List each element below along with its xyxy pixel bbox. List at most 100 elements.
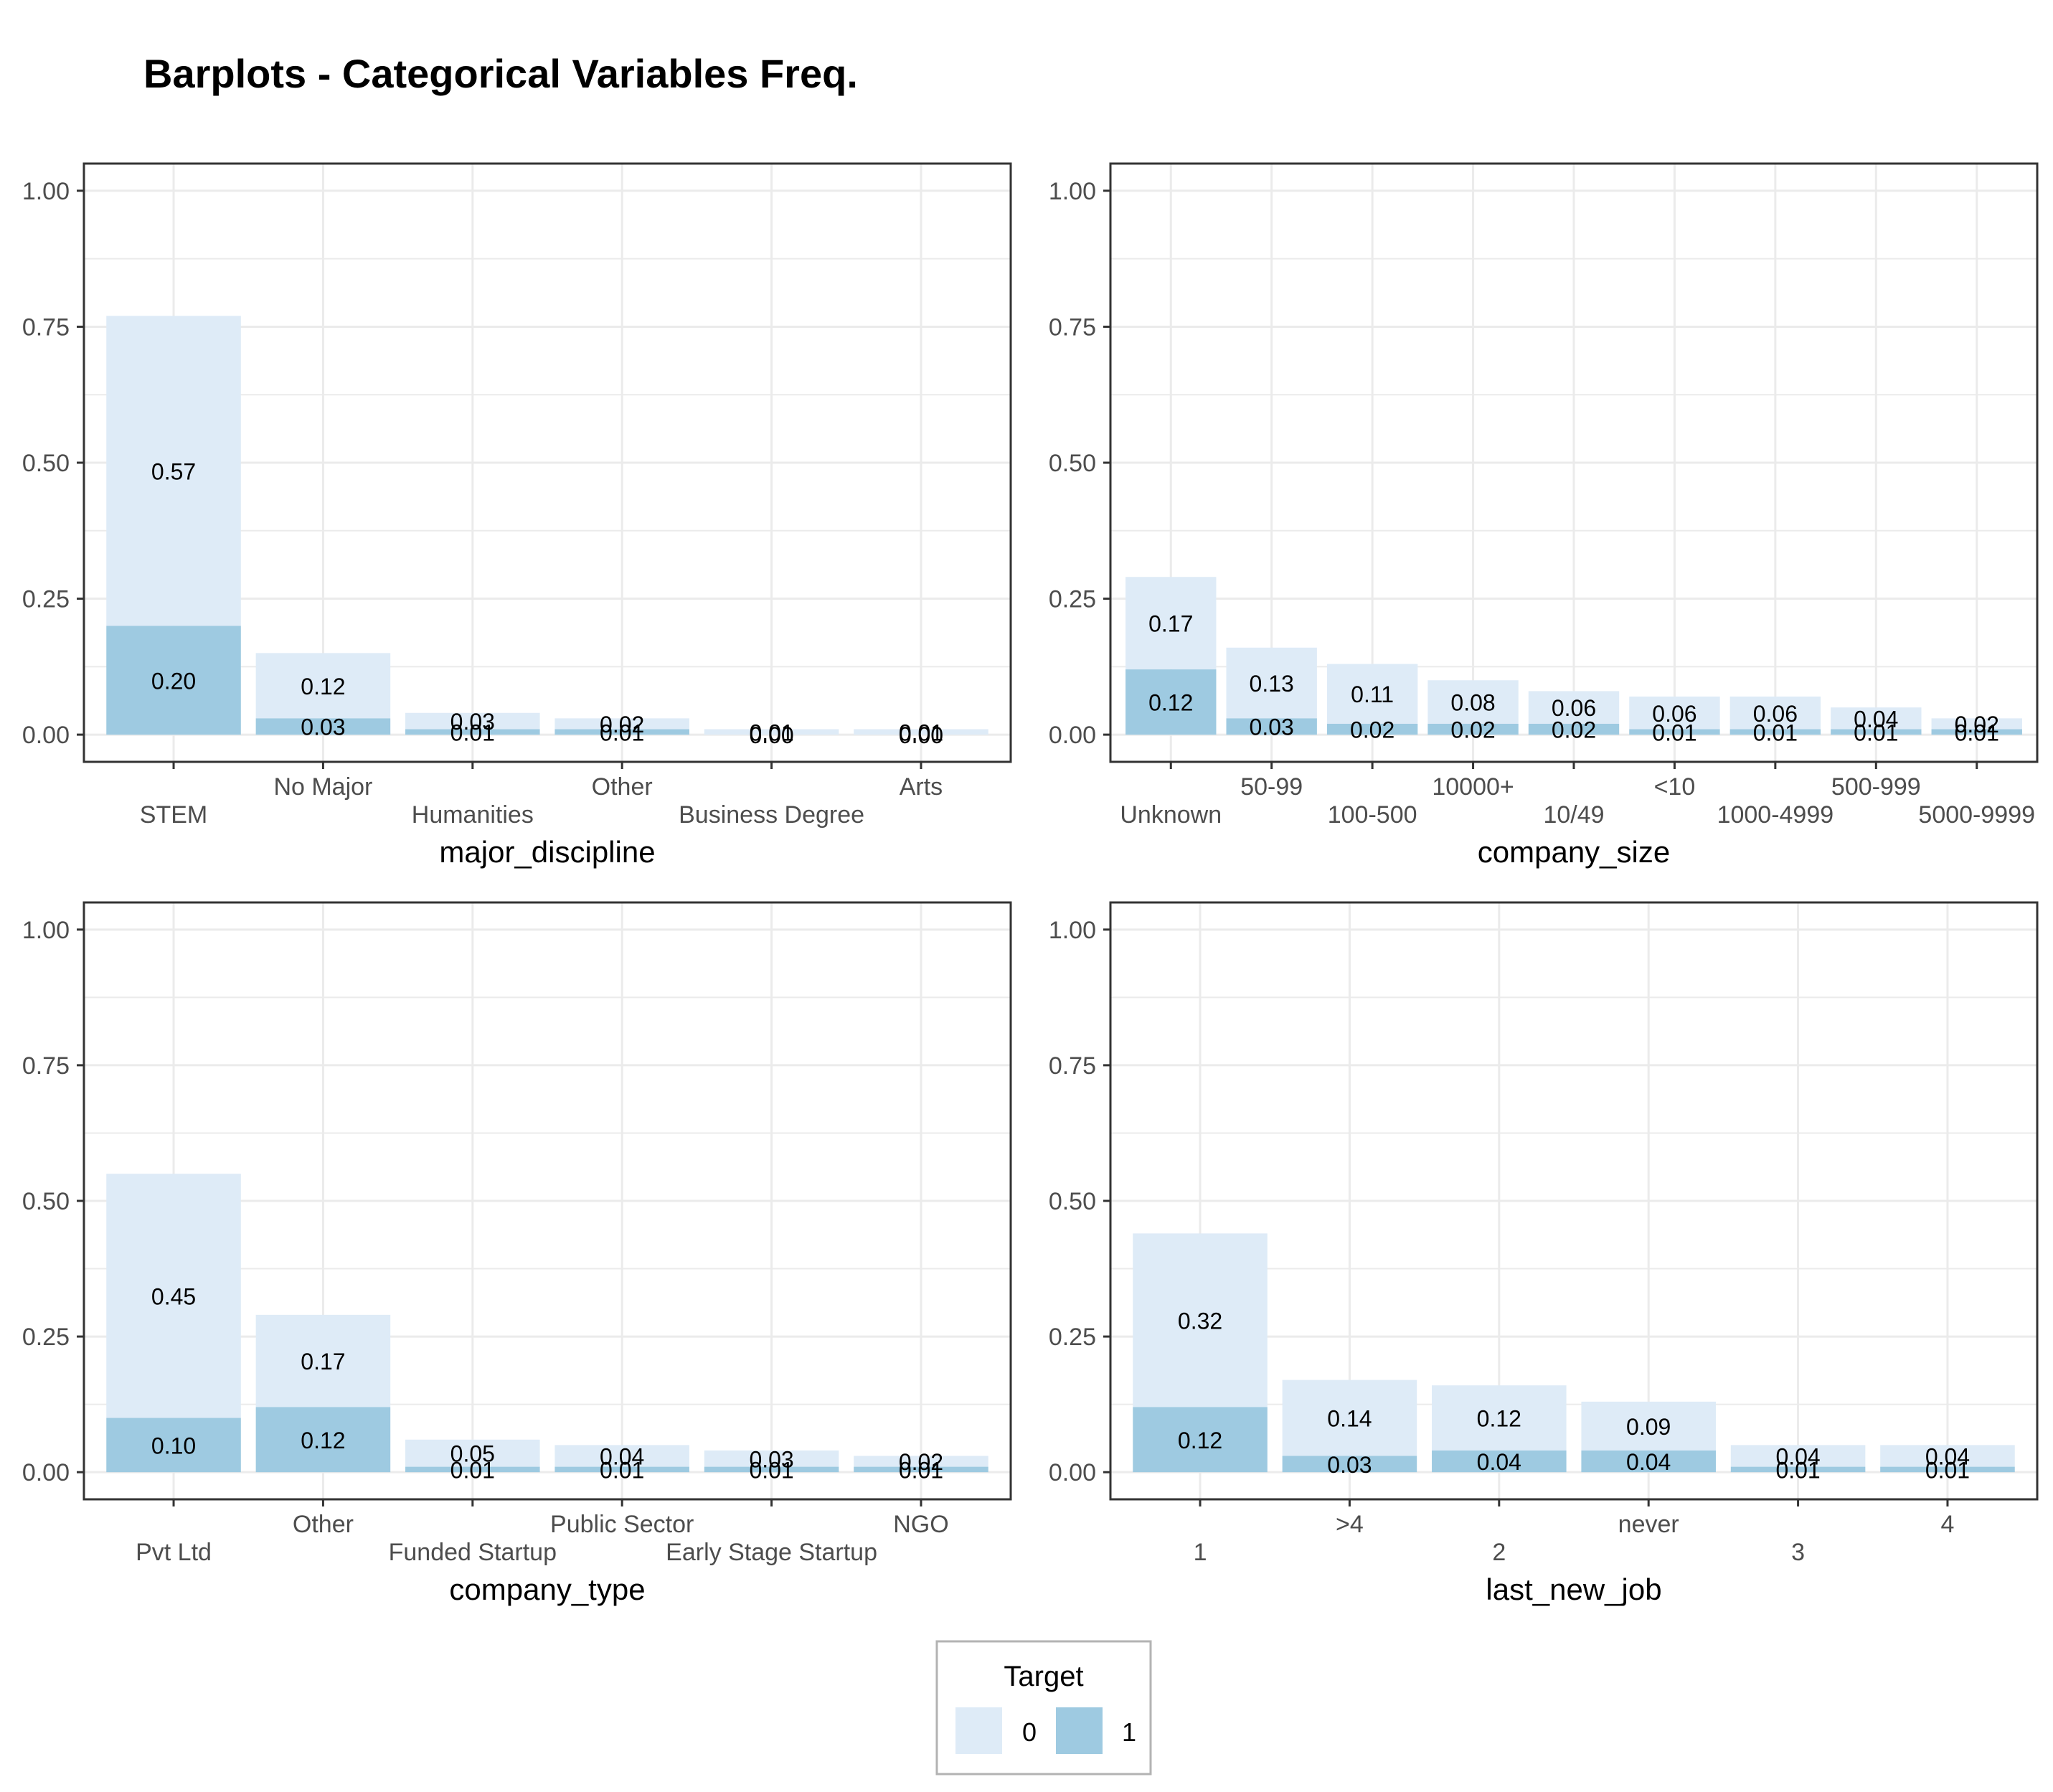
value-label-target0: 0.05 bbox=[450, 1441, 495, 1467]
bar-target0-3 bbox=[1730, 1445, 1866, 1467]
bar-target0-Funded Startup bbox=[405, 1439, 540, 1467]
value-label-target1: 0.01 bbox=[450, 720, 495, 745]
x-tick-label: STEM bbox=[140, 801, 207, 829]
x-tick-label: Humanities bbox=[412, 801, 534, 829]
x-tick-label: No Major bbox=[273, 773, 372, 801]
y-tick-label: 0.50 bbox=[1049, 1188, 1096, 1215]
bar-target0-10/49 bbox=[1528, 691, 1620, 724]
x-tick-label: Public Sector bbox=[550, 1511, 694, 1538]
value-label-target1: 0.01 bbox=[600, 720, 644, 745]
x-axis-title: major_discipline bbox=[439, 835, 655, 869]
x-tick-label: 10/49 bbox=[1543, 801, 1604, 829]
value-label-target0: 0.04 bbox=[1925, 1443, 1970, 1469]
x-tick-label: Funded Startup bbox=[389, 1539, 557, 1566]
value-label-target1: 0.01 bbox=[450, 1457, 495, 1483]
value-label-target1: 0.02 bbox=[1552, 717, 1596, 743]
legend-key-0 bbox=[955, 1707, 1002, 1754]
x-tick-label: <10 bbox=[1654, 773, 1696, 801]
value-label-target1: 0.01 bbox=[1854, 720, 1898, 745]
value-label-target1: 0.01 bbox=[899, 1457, 943, 1483]
x-tick-label: Unknown bbox=[1120, 801, 1222, 829]
value-label-target0: 0.32 bbox=[1178, 1308, 1222, 1334]
value-label-target1: 0.01 bbox=[1925, 1457, 1970, 1483]
bar-target1->4 bbox=[1282, 1456, 1417, 1473]
bar-target1-Other bbox=[554, 729, 689, 735]
bar-target1-4 bbox=[1880, 1466, 2015, 1473]
x-tick-label: Early Stage Startup bbox=[666, 1539, 877, 1566]
bar-target1-50-99 bbox=[1226, 718, 1317, 735]
bar-target1-<10 bbox=[1629, 729, 1720, 735]
bar-target0-1 bbox=[1133, 1233, 1268, 1407]
value-label-target1: 0.04 bbox=[1626, 1449, 1671, 1475]
x-tick-label: Arts bbox=[900, 773, 943, 801]
y-tick-label: 0.75 bbox=[1049, 313, 1096, 341]
legend-title: Target bbox=[1004, 1661, 1083, 1692]
value-label-target1: 0.12 bbox=[301, 1428, 345, 1453]
value-label-target0: 0.04 bbox=[600, 1443, 644, 1469]
value-label-target0: 0.57 bbox=[151, 458, 196, 484]
bar-target1-Funded Startup bbox=[405, 1466, 540, 1473]
bar-target1-STEM bbox=[106, 626, 241, 735]
bar-target0-Other bbox=[255, 1314, 391, 1407]
bar-target1-10000+ bbox=[1427, 723, 1519, 735]
value-label-target1: 0.00 bbox=[749, 722, 793, 748]
panel-company_type: 0.450.100.170.120.050.010.040.01 0.030.01… bbox=[22, 901, 1012, 1606]
legend-key-1 bbox=[1056, 1707, 1103, 1754]
bar-target0-Early Stage Startup bbox=[704, 1450, 839, 1467]
value-label-target0: 0.17 bbox=[1148, 611, 1193, 637]
y-tick-label: 0.25 bbox=[22, 586, 70, 613]
value-label-target1: 0.01 bbox=[1955, 720, 1999, 745]
value-label-target0: 0.06 bbox=[1652, 701, 1696, 727]
y-tick-label: 0.00 bbox=[1049, 722, 1096, 749]
y-tick-label: 0.75 bbox=[22, 313, 70, 341]
bar-target0-STEM bbox=[106, 316, 241, 626]
bar-target0-Public Sector bbox=[554, 1445, 689, 1467]
bar-target1-Unknown bbox=[1125, 669, 1217, 735]
bar-target1-3 bbox=[1730, 1466, 1866, 1473]
value-label-target0: 0.03 bbox=[450, 709, 495, 735]
value-label-target0: 0.17 bbox=[301, 1349, 345, 1374]
value-label-target0: 0.12 bbox=[301, 674, 345, 699]
y-tick-label: 0.25 bbox=[1049, 1324, 1096, 1351]
bar-target0->4 bbox=[1282, 1380, 1417, 1456]
value-label-target0: 0.02 bbox=[1955, 712, 1999, 737]
bar-target0-5000-9999 bbox=[1931, 718, 2022, 730]
y-tick-label: 1.00 bbox=[22, 178, 70, 205]
x-tick-label: NGO bbox=[893, 1511, 948, 1538]
figure-title: Barplots - Categorical Variables Freq. bbox=[143, 51, 858, 96]
value-label-target1: 0.01 bbox=[1753, 720, 1798, 745]
x-tick-label: 5000-9999 bbox=[1918, 801, 2035, 829]
x-tick-label: 10000+ bbox=[1432, 773, 1514, 801]
value-label-target0: 0.09 bbox=[1626, 1414, 1671, 1440]
y-tick-label: 0.00 bbox=[22, 1459, 70, 1486]
x-tick-label: Other bbox=[293, 1511, 354, 1538]
value-label-target1: 0.03 bbox=[1250, 715, 1294, 740]
y-tick-label: 0.25 bbox=[1049, 586, 1096, 613]
bar-target0-100-500 bbox=[1326, 664, 1418, 724]
bar-target1-Public Sector bbox=[554, 1466, 689, 1473]
x-tick-label: never bbox=[1618, 1511, 1679, 1538]
value-label-target0: 0.04 bbox=[1854, 706, 1898, 732]
legend-label-0: 0 bbox=[1022, 1717, 1037, 1747]
value-label-target0: 0.06 bbox=[1552, 695, 1596, 721]
value-label-target0: 0.03 bbox=[749, 1446, 793, 1472]
value-label-target1: 0.02 bbox=[1350, 717, 1394, 743]
x-tick-label: 1000-4999 bbox=[1717, 801, 1834, 829]
bar-target0-Other bbox=[554, 718, 689, 730]
bar-target1-2 bbox=[1432, 1450, 1567, 1473]
value-label-target1: 0.01 bbox=[1652, 720, 1696, 745]
value-label-target1: 0.03 bbox=[1327, 1452, 1372, 1478]
bar-target0-No Major bbox=[255, 653, 391, 719]
value-label-target1: 0.01 bbox=[1775, 1457, 1820, 1483]
y-tick-label: 0.75 bbox=[22, 1052, 70, 1080]
x-axis-title: company_size bbox=[1478, 835, 1670, 869]
value-label-target1: 0.10 bbox=[151, 1433, 196, 1458]
bar-target0-Pvt Ltd bbox=[106, 1174, 241, 1418]
bar-target0-500-999 bbox=[1831, 707, 1922, 730]
value-label-target0: 0.14 bbox=[1327, 1406, 1372, 1432]
value-label-target0: 0.13 bbox=[1250, 671, 1294, 697]
bar-target0-<10 bbox=[1629, 697, 1720, 730]
y-tick-label: 0.50 bbox=[1049, 450, 1096, 477]
panels: 0.570.20 0.120.03 0.030.01 0.020.01 0.010.00… bbox=[22, 162, 2039, 1606]
